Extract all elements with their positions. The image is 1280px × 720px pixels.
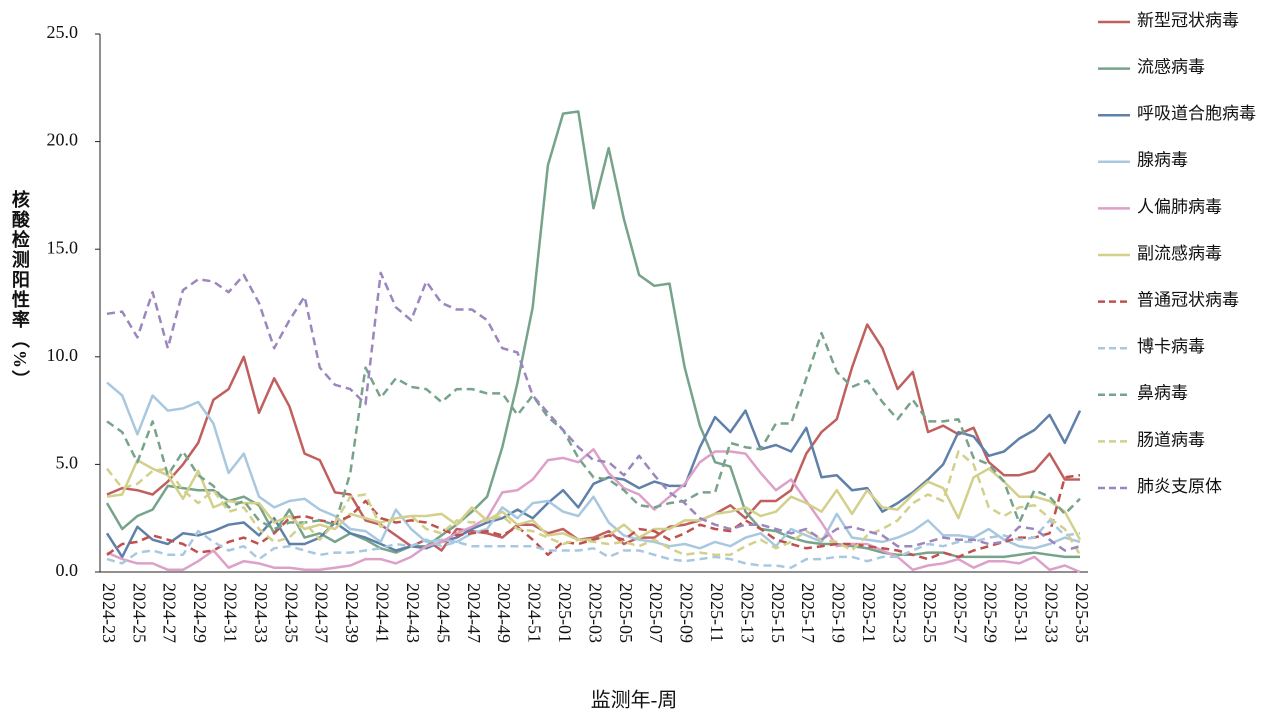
legend-label: 肠道病毒 bbox=[1137, 430, 1205, 449]
x-tick-label: 2025-19 bbox=[829, 583, 849, 643]
x-tick-label: 2024-39 bbox=[342, 583, 362, 643]
x-tick-label: 2024-37 bbox=[312, 583, 332, 643]
x-tick-label: 2025-29 bbox=[981, 583, 1001, 643]
x-tick-label: 2024-33 bbox=[251, 583, 271, 643]
x-tick-label: 2025-25 bbox=[920, 583, 940, 643]
legend-label: 博卡病毒 bbox=[1137, 337, 1205, 356]
x-tick-label: 2024-51 bbox=[525, 583, 545, 643]
series-line bbox=[105, 110, 1080, 559]
x-tick-label: 2024-35 bbox=[281, 583, 301, 643]
x-tick-label: 2025-09 bbox=[677, 583, 697, 643]
legend-label: 人偏肺病毒 bbox=[1137, 197, 1222, 216]
series-line bbox=[106, 519, 1081, 569]
series-line bbox=[106, 271, 1081, 552]
y-tick-label: 20.0 bbox=[47, 130, 79, 150]
series-line bbox=[106, 450, 1082, 557]
y-tick-label: 5.0 bbox=[56, 453, 79, 473]
x-tick-label: 2025-01 bbox=[555, 583, 575, 643]
series-line bbox=[106, 323, 1080, 552]
legend-label: 肺炎支原体 bbox=[1137, 477, 1222, 496]
legend-label: 呼吸道合胞病毒 bbox=[1137, 104, 1256, 123]
x-tick-label: 2025-31 bbox=[1011, 583, 1031, 643]
x-tick-label: 2025-13 bbox=[737, 583, 757, 643]
x-tick-label: 2025-35 bbox=[1072, 583, 1092, 643]
x-tick-label: 2024-29 bbox=[190, 583, 210, 643]
series-line bbox=[105, 409, 1082, 559]
x-tick-label: 2025-07 bbox=[646, 583, 666, 643]
x-tick-label: 2024-45 bbox=[433, 583, 453, 643]
legend-label: 流感病毒 bbox=[1137, 58, 1205, 77]
series-line bbox=[106, 473, 1081, 561]
x-tick-label: 2025-33 bbox=[1041, 583, 1061, 643]
legend-label: 腺病毒 bbox=[1137, 151, 1188, 170]
y-tick-label: 0.0 bbox=[56, 560, 79, 580]
y-tick-label: 25.0 bbox=[47, 22, 79, 42]
x-tick-label: 2024-31 bbox=[221, 583, 241, 643]
series-line bbox=[106, 381, 1081, 550]
series-line bbox=[106, 448, 1081, 574]
x-tick-label: 2024-27 bbox=[160, 583, 180, 643]
x-tick-label: 2024-47 bbox=[464, 583, 484, 643]
legend-label: 普通冠状病毒 bbox=[1137, 291, 1239, 310]
y-tick-label: 15.0 bbox=[47, 237, 79, 257]
x-tick-label: 2025-21 bbox=[859, 583, 879, 643]
y-axis-title: 核酸检测阳性率（%） bbox=[10, 189, 30, 390]
x-axis-title: 监测年-周 bbox=[591, 689, 678, 712]
x-tick-label: 2024-25 bbox=[129, 583, 149, 643]
legend-label: 鼻病毒 bbox=[1137, 384, 1188, 403]
series-line bbox=[106, 331, 1081, 531]
x-tick-label: 2025-17 bbox=[798, 583, 818, 643]
x-tick-label: 2025-11 bbox=[707, 583, 727, 642]
legend-label: 新型冠状病毒 bbox=[1137, 11, 1239, 30]
x-tick-label: 2025-23 bbox=[889, 583, 909, 643]
x-tick-label: 2024-23 bbox=[99, 583, 119, 643]
x-tick-label: 2024-43 bbox=[403, 583, 423, 643]
x-tick-label: 2025-03 bbox=[585, 583, 605, 643]
x-tick-label: 2025-05 bbox=[616, 583, 636, 643]
x-tick-label: 2024-41 bbox=[373, 583, 393, 643]
x-tick-label: 2025-27 bbox=[950, 583, 970, 643]
x-tick-label: 2025-15 bbox=[768, 583, 788, 643]
legend-label: 副流感病毒 bbox=[1137, 244, 1222, 263]
x-tick-label: 2024-49 bbox=[494, 583, 514, 643]
y-tick-label: 10.0 bbox=[47, 345, 79, 365]
